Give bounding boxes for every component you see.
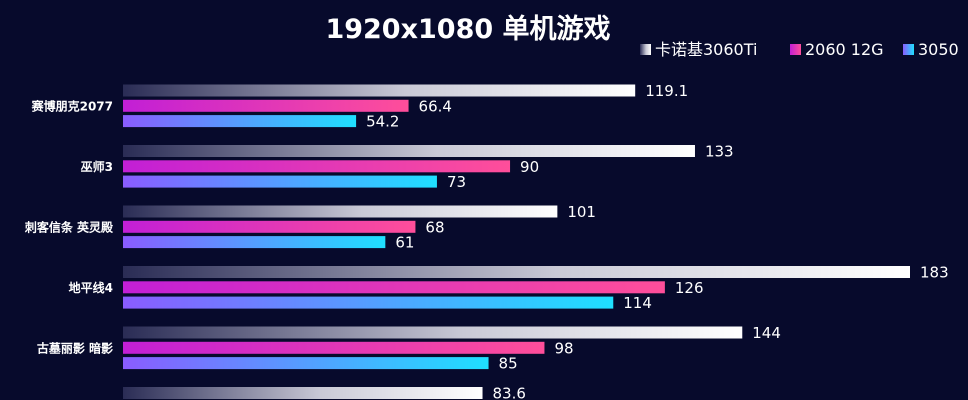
- data-label: 73: [447, 173, 466, 191]
- data-label: 54.2: [366, 113, 399, 131]
- bar: [123, 175, 437, 188]
- data-label: 144: [752, 324, 781, 342]
- legend-label: 2060 12G: [805, 40, 884, 59]
- data-label: 101: [567, 203, 596, 221]
- data-label: 66.4: [419, 97, 452, 115]
- chart-title: 1920x1080 单机游戏: [325, 14, 610, 45]
- data-label: 61: [395, 234, 414, 252]
- bar: [123, 236, 386, 249]
- bar: [123, 357, 489, 370]
- bar: [123, 115, 357, 128]
- bars: [123, 84, 910, 399]
- value-labels: 119.1 133 101 183 144 83.6 66.4 90 68 126 98 54.2 73…: [366, 82, 949, 400]
- bar: [123, 84, 636, 97]
- bar: [123, 160, 511, 173]
- data-label: 114: [623, 294, 652, 312]
- data-label: 90: [520, 158, 539, 176]
- data-label: 83.6: [493, 385, 526, 400]
- bar: [123, 326, 743, 339]
- category-label: 刺客信条 英灵殿: [24, 219, 114, 234]
- bar: [123, 341, 545, 354]
- data-label: 119.1: [645, 82, 688, 100]
- legend-label: 3050: [918, 40, 959, 59]
- bar: [123, 145, 695, 157]
- bar: [123, 220, 416, 233]
- bar: [123, 266, 910, 278]
- bar: [123, 281, 665, 294]
- category-label: 古墓丽影 暗影: [37, 340, 113, 355]
- bar: [123, 205, 558, 218]
- data-label: 126: [675, 279, 704, 297]
- category-label: 地平线4: [69, 280, 113, 295]
- legend-swatch: [640, 44, 651, 55]
- bar: [123, 296, 614, 309]
- data-label: 68: [425, 218, 444, 236]
- data-label: 183: [920, 264, 949, 282]
- data-label: 133: [705, 143, 734, 161]
- bar: [123, 99, 409, 112]
- data-label: 85: [499, 355, 518, 373]
- bar: [123, 387, 483, 399]
- legend: 卡诺基3060Ti 2060 12G 3050: [640, 40, 959, 59]
- data-label: 98: [554, 339, 573, 357]
- category-label: 赛博朋克2077: [31, 98, 113, 113]
- legend-swatch: [903, 44, 914, 55]
- category-label: 巫师3: [81, 159, 113, 174]
- legend-swatch: [790, 44, 801, 55]
- legend-label: 卡诺基3060Ti: [655, 40, 757, 59]
